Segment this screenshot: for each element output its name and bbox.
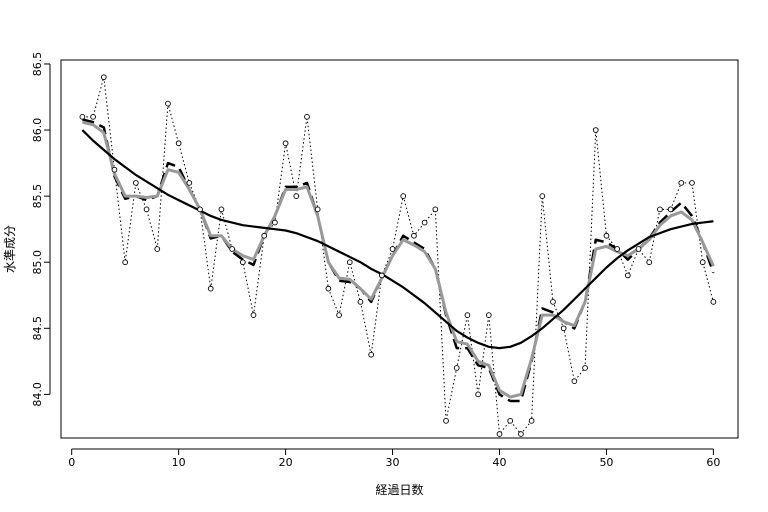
data-point bbox=[389, 246, 396, 252]
series-layer bbox=[81, 76, 715, 435]
series-line-3 bbox=[82, 120, 715, 399]
data-point bbox=[357, 299, 364, 305]
x-tick-label: 10 bbox=[172, 456, 186, 469]
data-point bbox=[582, 365, 588, 371]
data-point bbox=[175, 140, 182, 147]
data-point bbox=[229, 246, 235, 252]
series-line-2 bbox=[82, 118, 715, 403]
data-point bbox=[186, 180, 193, 186]
data-point bbox=[346, 259, 353, 266]
plot-frame bbox=[60, 59, 739, 439]
data-point bbox=[689, 180, 695, 186]
y-tick-label: 85.0 bbox=[31, 250, 44, 275]
data-point bbox=[624, 272, 631, 279]
data-point bbox=[79, 113, 86, 120]
data-point bbox=[218, 206, 225, 213]
data-point bbox=[336, 312, 342, 318]
data-point bbox=[485, 312, 492, 318]
data-point bbox=[411, 232, 417, 239]
data-point bbox=[657, 206, 663, 213]
x-tick-label: 50 bbox=[599, 456, 613, 469]
data-point bbox=[699, 259, 706, 266]
x-tick-label: 0 bbox=[68, 456, 75, 469]
data-point bbox=[314, 206, 321, 213]
x-tick-label: 40 bbox=[492, 456, 506, 469]
data-point bbox=[122, 259, 129, 266]
data-point bbox=[464, 312, 471, 318]
y-tick-label: 86.0 bbox=[31, 118, 44, 143]
data-point bbox=[475, 391, 481, 398]
data-point bbox=[528, 417, 535, 424]
data-point bbox=[646, 259, 653, 266]
data-point bbox=[154, 246, 161, 252]
points-layer bbox=[79, 74, 717, 437]
y-tick-label: 86.5 bbox=[31, 52, 44, 77]
x-tick-label: 30 bbox=[386, 456, 400, 469]
y-tick-label: 84.0 bbox=[31, 382, 44, 407]
data-point bbox=[518, 431, 524, 437]
data-point bbox=[667, 206, 674, 213]
data-point bbox=[111, 166, 118, 173]
data-point bbox=[432, 206, 439, 213]
y-axis-label: 水準成分 bbox=[2, 225, 17, 273]
data-point bbox=[379, 272, 385, 279]
data-point bbox=[592, 127, 599, 133]
data-point bbox=[282, 140, 289, 147]
data-point bbox=[400, 193, 407, 199]
series-line-1 bbox=[82, 76, 714, 435]
data-point bbox=[325, 285, 332, 292]
y-tick-label: 85.5 bbox=[31, 184, 44, 209]
data-point bbox=[239, 259, 246, 266]
data-point bbox=[368, 351, 375, 358]
data-point bbox=[603, 232, 610, 239]
data-point bbox=[304, 113, 310, 120]
y-axis: 84.0 84.5 85.0 85.5 86.0 86.5 bbox=[31, 52, 51, 407]
data-point bbox=[165, 100, 171, 107]
y-tick-label: 84.5 bbox=[31, 316, 44, 341]
data-point bbox=[635, 246, 642, 252]
data-point bbox=[261, 232, 268, 239]
data-point bbox=[496, 431, 503, 437]
data-point bbox=[133, 180, 139, 186]
data-point bbox=[207, 285, 214, 292]
series-line-4 bbox=[81, 129, 714, 350]
data-point bbox=[453, 365, 460, 371]
x-axis: 0 10 20 30 40 50 60 bbox=[68, 448, 720, 469]
data-point bbox=[443, 417, 449, 424]
data-point bbox=[560, 325, 567, 332]
data-point bbox=[539, 193, 546, 199]
data-point bbox=[100, 74, 107, 81]
data-point bbox=[507, 417, 514, 424]
x-axis-label: 経過日数 bbox=[375, 482, 423, 497]
data-point bbox=[550, 299, 556, 305]
x-tick-label: 60 bbox=[706, 456, 720, 469]
data-point bbox=[250, 312, 257, 318]
data-point bbox=[571, 378, 578, 385]
data-point bbox=[614, 246, 620, 252]
x-tick-label: 20 bbox=[279, 456, 293, 469]
data-point bbox=[678, 180, 685, 186]
data-point bbox=[293, 193, 300, 199]
data-point bbox=[421, 219, 428, 226]
data-point bbox=[90, 113, 96, 120]
data-point bbox=[272, 219, 278, 226]
data-point bbox=[197, 206, 203, 213]
data-point bbox=[710, 299, 717, 305]
data-point bbox=[143, 206, 150, 213]
